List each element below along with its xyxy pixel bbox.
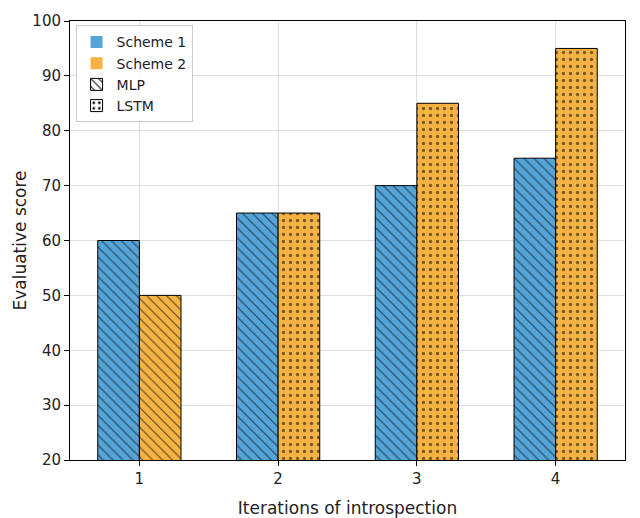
svg-text:60: 60 xyxy=(42,232,61,250)
svg-text:3: 3 xyxy=(412,470,422,488)
svg-text:Iterations of introspection: Iterations of introspection xyxy=(238,498,457,518)
svg-text:Evaluative score: Evaluative score xyxy=(10,170,30,310)
svg-text:Scheme 1: Scheme 1 xyxy=(117,34,187,50)
svg-text:40: 40 xyxy=(42,342,61,360)
svg-text:80: 80 xyxy=(42,122,61,140)
svg-text:70: 70 xyxy=(42,177,61,195)
svg-text:90: 90 xyxy=(42,67,61,85)
svg-text:2: 2 xyxy=(273,470,283,488)
svg-text:100: 100 xyxy=(32,12,61,30)
svg-text:MLP: MLP xyxy=(117,77,145,93)
svg-text:4: 4 xyxy=(551,470,561,488)
svg-text:1: 1 xyxy=(135,470,145,488)
svg-text:30: 30 xyxy=(42,396,61,414)
svg-text:LSTM: LSTM xyxy=(117,98,154,114)
svg-text:Scheme 2: Scheme 2 xyxy=(117,56,187,72)
svg-text:50: 50 xyxy=(42,287,61,305)
svg-text:20: 20 xyxy=(42,451,61,469)
